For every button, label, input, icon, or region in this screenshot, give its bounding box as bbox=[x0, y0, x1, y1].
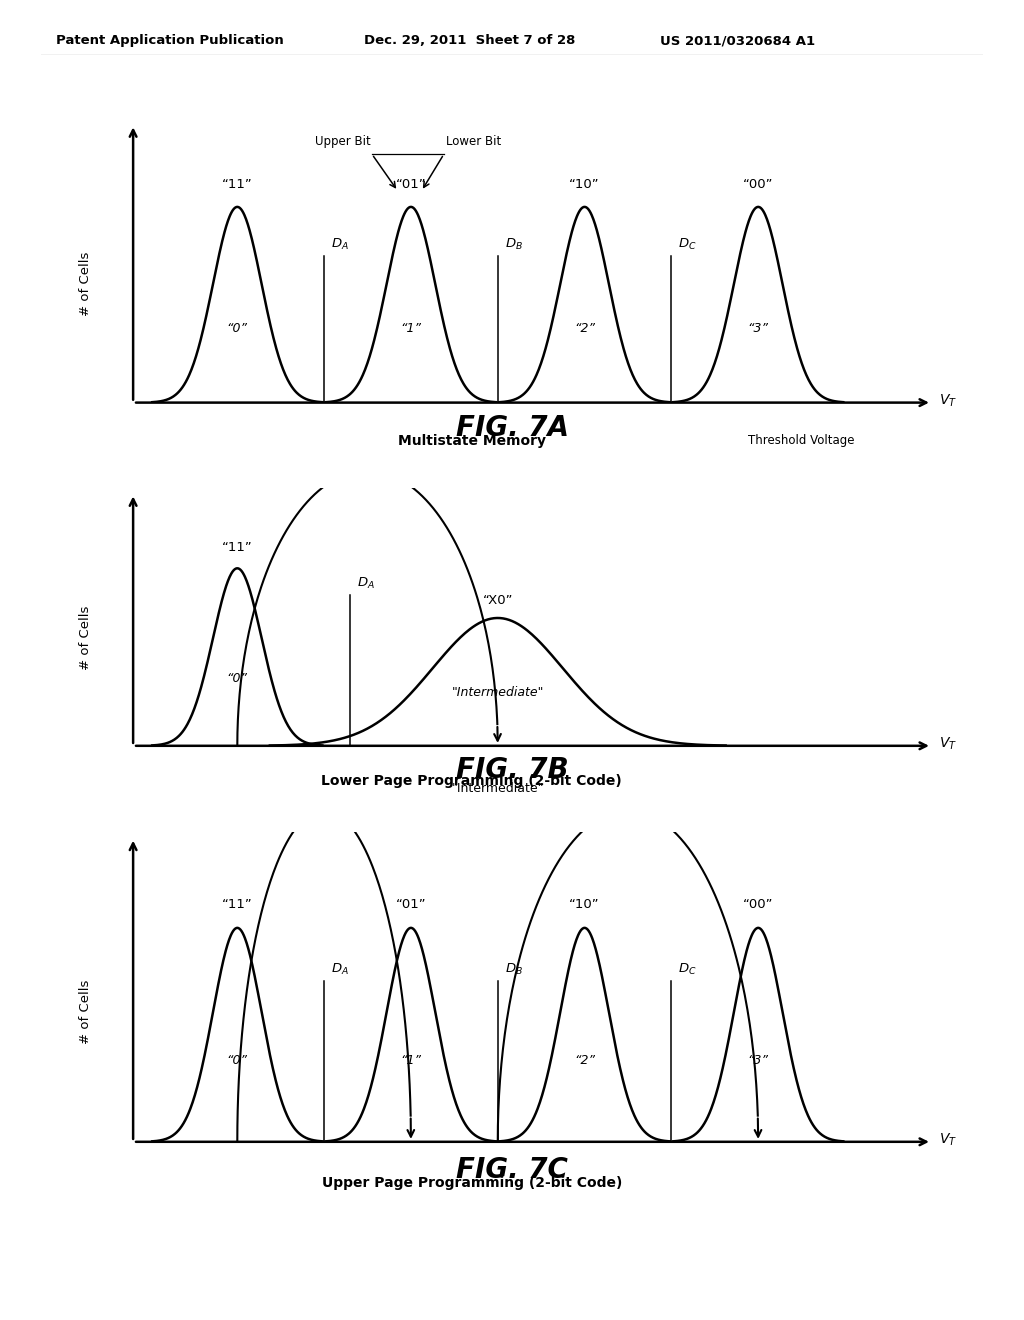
Text: FIG. 7A: FIG. 7A bbox=[456, 414, 568, 442]
Text: “2”: “2” bbox=[574, 322, 595, 335]
Text: $D_{B}$: $D_{B}$ bbox=[505, 236, 522, 252]
Text: “1”: “1” bbox=[400, 1053, 422, 1067]
Text: “3”: “3” bbox=[748, 322, 769, 335]
Text: # of Cells: # of Cells bbox=[79, 606, 92, 669]
Text: “01”: “01” bbox=[395, 898, 426, 911]
Text: FIG. 7B: FIG. 7B bbox=[456, 756, 568, 784]
Text: “00”: “00” bbox=[743, 898, 773, 911]
Text: “2”: “2” bbox=[574, 1053, 595, 1067]
Text: $D_{C}$: $D_{C}$ bbox=[678, 236, 697, 252]
Text: $V_T$: $V_T$ bbox=[939, 1131, 956, 1148]
Text: Patent Application Publication: Patent Application Publication bbox=[56, 34, 284, 48]
Text: # of Cells: # of Cells bbox=[79, 251, 92, 315]
Text: Upper Bit: Upper Bit bbox=[315, 135, 371, 148]
Text: $V_T$: $V_T$ bbox=[939, 392, 956, 409]
Text: "Intermediate": "Intermediate" bbox=[452, 783, 544, 795]
Text: Upper Page Programming (2-bit Code): Upper Page Programming (2-bit Code) bbox=[322, 1176, 622, 1191]
Text: $D_A$: $D_A$ bbox=[357, 577, 375, 591]
Text: “11”: “11” bbox=[222, 898, 253, 911]
Text: “11”: “11” bbox=[222, 178, 253, 191]
Text: $D_{B}$: $D_{B}$ bbox=[505, 962, 522, 977]
Text: $D_{C}$: $D_{C}$ bbox=[678, 962, 697, 977]
Text: Dec. 29, 2011  Sheet 7 of 28: Dec. 29, 2011 Sheet 7 of 28 bbox=[364, 34, 574, 48]
Text: “0”: “0” bbox=[226, 672, 248, 685]
Text: “3”: “3” bbox=[748, 1053, 769, 1067]
Text: “0”: “0” bbox=[226, 1053, 248, 1067]
Text: “0”: “0” bbox=[226, 322, 248, 335]
Text: Lower Page Programming (2-bit Code): Lower Page Programming (2-bit Code) bbox=[322, 775, 623, 788]
Text: Threshold Voltage: Threshold Voltage bbox=[749, 434, 855, 447]
Text: FIG. 7C: FIG. 7C bbox=[456, 1156, 568, 1184]
Text: “X0”: “X0” bbox=[482, 594, 513, 607]
Text: Multistate Memory: Multistate Memory bbox=[397, 434, 546, 447]
Text: “11”: “11” bbox=[222, 541, 253, 554]
Text: Lower Bit: Lower Bit bbox=[445, 135, 501, 148]
Text: $D_{A}$: $D_{A}$ bbox=[331, 236, 349, 252]
Text: US 2011/0320684 A1: US 2011/0320684 A1 bbox=[660, 34, 815, 48]
Text: “10”: “10” bbox=[569, 178, 600, 191]
Text: "Intermediate": "Intermediate" bbox=[452, 685, 544, 698]
Text: # of Cells: # of Cells bbox=[79, 979, 92, 1044]
Text: “10”: “10” bbox=[569, 898, 600, 911]
Text: $V_T$: $V_T$ bbox=[939, 735, 956, 752]
Text: “1”: “1” bbox=[400, 322, 422, 335]
Text: “01”: “01” bbox=[395, 178, 426, 191]
Text: $D_{A}$: $D_{A}$ bbox=[331, 962, 349, 977]
Text: “00”: “00” bbox=[743, 178, 773, 191]
